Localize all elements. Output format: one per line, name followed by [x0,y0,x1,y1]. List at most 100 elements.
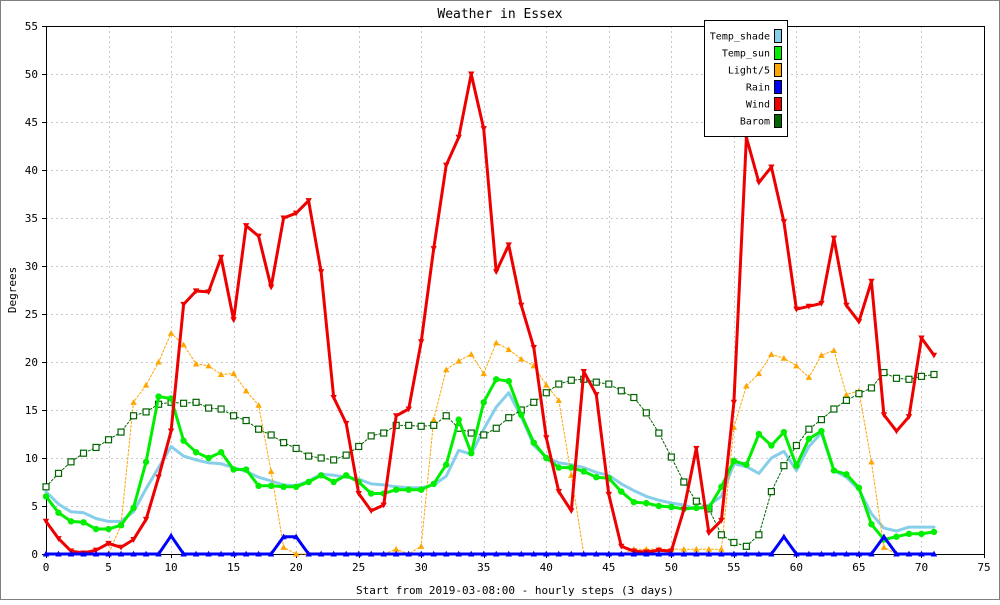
data-point-temp-sun [505,378,512,385]
data-point-wind [418,339,425,346]
data-point-barom [592,378,600,386]
data-point-temp-sun [230,466,237,473]
data-point-barom [217,405,225,413]
data-point-wind [705,530,713,537]
data-point-wind [430,246,437,252]
data-point-barom [567,376,575,384]
data-point-light-5 [493,339,500,346]
x-tick-label: 50 [665,561,678,574]
data-point-rain [830,550,838,557]
data-point-barom [755,531,763,539]
data-point-temp-sun [317,472,325,479]
data-point-rain [242,550,250,557]
series-line-temp-shade [44,391,936,533]
data-point-temp-sun [280,483,287,490]
data-point-barom [530,398,538,406]
legend-label-rain: Rain [746,83,770,94]
data-point-temp-sun [530,439,537,446]
x-tick-label: 10 [164,561,177,574]
data-point-wind [718,517,725,524]
data-point-rain [292,533,300,540]
data-point-wind [780,219,788,226]
data-point-temp-sun [755,430,763,438]
data-point-temp-sun [292,483,300,490]
data-point-temp-sun [655,502,663,510]
data-point-barom [280,439,288,447]
data-point-temp-sun [80,519,87,526]
data-point-barom [54,469,63,477]
data-point-wind [693,445,700,452]
data-point-wind [893,428,900,435]
data-point-light-5 [192,360,200,367]
data-point-rain [180,550,187,557]
y-tick-label: 55 [25,20,38,33]
data-point-barom [805,425,813,433]
data-point-temp-sun [693,504,700,512]
data-point-wind [768,164,775,171]
data-point-barom [467,429,475,437]
data-point-barom [79,449,88,457]
data-point-temp-sun [342,472,350,479]
data-point-wind [92,547,100,554]
data-point-rain [680,550,688,557]
data-point-rain [105,550,112,557]
data-point-wind [543,435,550,442]
data-point-light-5 [768,351,775,357]
data-point-light-5 [142,381,150,388]
x-tick-label: 15 [227,561,240,574]
y-tick-label: 30 [25,260,38,273]
data-point-rain [392,550,400,557]
data-point-barom [117,428,125,436]
data-point-temp-sun [805,435,813,442]
y-tick-label: 20 [25,356,38,369]
legend-swatch-rain [774,80,782,94]
data-point-temp-sun [893,533,900,540]
y-tick-label: 15 [25,404,38,417]
data-point-barom [617,387,625,395]
data-point-wind [730,399,738,406]
series-line-wind [44,72,936,555]
data-point-light-5 [468,351,475,357]
data-point-wind [142,516,150,523]
data-point-rain [217,550,225,557]
data-point-rain [805,550,813,557]
data-point-rain [918,550,925,557]
data-point-temp-sun [130,504,137,512]
data-point-wind [55,536,62,542]
data-point-rain [730,550,738,557]
data-point-barom [380,429,388,437]
data-point-temp-sun [267,482,275,490]
legend-swatch-temp-sun [774,46,782,60]
data-point-rain [755,550,763,557]
data-point-rain [693,550,700,557]
data-point-temp-sun [493,376,500,383]
data-point-barom [104,436,113,444]
data-point-barom [292,444,300,452]
legend-label-temp-shade: Temp_shade [710,32,770,43]
data-point-barom [605,380,613,388]
data-point-wind [905,414,913,420]
data-point-wind [230,317,237,323]
data-point-wind [830,235,838,242]
data-point-rain [705,550,713,557]
data-point-wind [455,134,462,141]
data-point-rain [580,550,587,557]
x-tick-label: 35 [477,561,490,574]
data-point-rain [230,550,237,557]
data-point-light-5 [280,544,287,550]
data-point-rain [430,550,437,557]
data-point-barom [905,375,913,383]
data-point-rain [880,533,888,540]
data-point-wind [568,508,575,514]
data-point-light-5 [843,391,850,398]
data-point-barom [317,454,325,462]
data-point-light-5 [430,416,437,423]
data-point-rain [630,550,638,557]
data-point-barom [255,425,263,433]
data-point-rain [893,550,900,557]
data-point-temp-sun [192,449,200,456]
data-point-temp-sun [67,518,75,525]
data-point-light-5 [693,546,700,552]
data-point-barom [442,412,450,420]
data-point-rain [618,550,625,557]
